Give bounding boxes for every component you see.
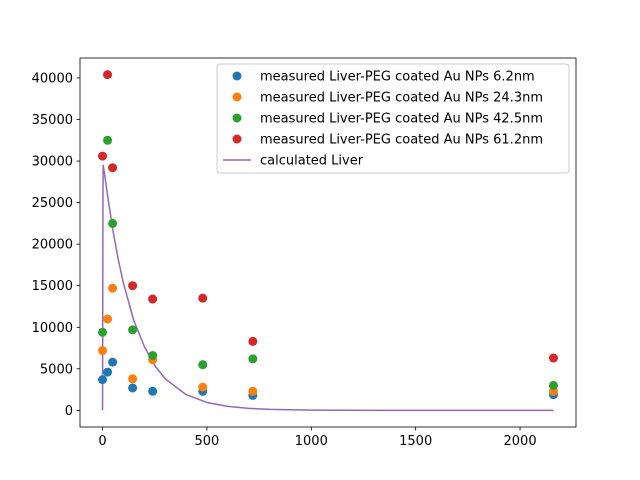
legend-label-0: measured Liver-PEG coated Au NPs 6.2nm — [260, 70, 535, 85]
data-point-s2-0 — [98, 327, 108, 337]
legend-marker-0 — [232, 71, 242, 81]
data-point-s3-3 — [128, 281, 138, 291]
data-point-s3-2 — [108, 163, 118, 173]
legend: measured Liver-PEG coated Au NPs 6.2nm me… — [216, 63, 570, 174]
data-point-s3-6 — [248, 336, 258, 346]
y-tick-label-6: 30000 — [32, 155, 73, 170]
data-point-s2-2 — [108, 218, 118, 228]
data-point-s1-3 — [128, 374, 138, 384]
legend-box — [216, 63, 570, 174]
data-point-s1-1 — [103, 314, 113, 324]
y-tick-label-4: 20000 — [32, 238, 73, 253]
x-tick-label-1: 500 — [195, 434, 220, 449]
data-point-s2-1 — [103, 135, 113, 145]
legend-marker-2 — [232, 113, 242, 123]
data-point-s3-5 — [198, 293, 208, 303]
data-point-s0-3 — [128, 383, 138, 393]
y-tick-label-7: 35000 — [32, 113, 73, 128]
y-tick-label-1: 5000 — [40, 362, 73, 377]
data-point-s3-1 — [103, 70, 113, 80]
data-point-s1-2 — [108, 283, 118, 293]
y-tick-label-8: 40000 — [32, 71, 73, 86]
x-tick-label-3: 1500 — [399, 434, 432, 449]
legend-marker-3 — [232, 134, 242, 144]
legend-label-2: measured Liver-PEG coated Au NPs 42.5nm — [260, 112, 543, 127]
data-point-s0-2 — [108, 357, 118, 367]
y-tick-label-0: 0 — [65, 404, 73, 419]
axes: 0 500 1000 1500 2000050001000015000200002500… — [32, 57, 577, 449]
legend-label-4: calculated Liver — [260, 154, 364, 169]
data-point-s2-6 — [248, 354, 258, 364]
x-tick-label-0: 0 — [98, 434, 106, 449]
data-point-s1-6 — [248, 386, 258, 396]
data-point-s2-4 — [148, 351, 158, 361]
y-tick-label-5: 25000 — [32, 196, 73, 211]
axes-frame — [79, 57, 577, 428]
y-tick-label-2: 10000 — [32, 321, 73, 336]
data-point-s2-5 — [198, 360, 208, 370]
data-point-s2-3 — [128, 325, 138, 335]
legend-label-3: measured Liver-PEG coated Au NPs 61.2nm — [260, 133, 543, 148]
data-point-s0-1 — [103, 367, 113, 377]
legend-label-1: measured Liver-PEG coated Au NPs 24.3nm — [260, 91, 543, 106]
x-tick-label-2: 1000 — [295, 434, 328, 449]
data-point-s0-0 — [98, 375, 108, 385]
data-point-s3-7 — [548, 353, 558, 363]
x-tick-label-4: 2000 — [504, 434, 537, 449]
legend-marker-1 — [232, 92, 242, 102]
data-point-s3-4 — [148, 294, 158, 304]
data-point-s0-4 — [148, 386, 158, 396]
plot-area — [98, 70, 558, 412]
data-point-s3-0 — [98, 151, 108, 161]
data-point-s1-5 — [198, 382, 208, 392]
y-tick-label-3: 15000 — [32, 279, 73, 294]
data-point-s1-0 — [98, 346, 108, 356]
data-point-s2-7 — [548, 380, 558, 390]
